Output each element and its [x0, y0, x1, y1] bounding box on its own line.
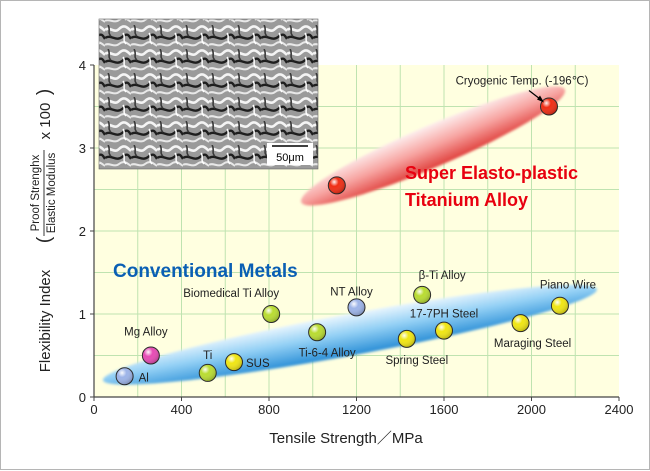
data-point-shine	[142, 347, 160, 364]
data-point-shine	[308, 323, 326, 341]
group-labels: Conventional Metals Super Elasto-plastic T…	[113, 163, 578, 282]
data-point-shine	[551, 297, 569, 315]
y-axis-title-denominator: Elastic Modulus	[46, 152, 58, 233]
point-label: SUS	[246, 358, 270, 370]
y-tick-label: 1	[79, 307, 86, 322]
data-point-shine	[328, 176, 346, 194]
point-label: Al	[139, 372, 149, 384]
y-axis-title-numerator: Proof Strenghx	[30, 154, 42, 231]
x-tick-label: 800	[258, 402, 280, 417]
group-label-super-elasto-plastic: Titanium Alloy	[405, 190, 528, 210]
scale-bar-label: 50μm	[276, 152, 304, 164]
cryogenic-arrowhead	[537, 95, 544, 103]
y-axis-title-close-paren: )	[34, 89, 55, 95]
microstructure-inset: 50μm	[98, 18, 319, 170]
point-label: NT Alloy	[330, 286, 373, 298]
x-tick-label: 1200	[342, 402, 371, 417]
data-point-shine	[540, 98, 558, 115]
data-point-shine	[225, 353, 243, 371]
x-tick-label: 400	[171, 402, 193, 417]
data-point-shine	[512, 314, 530, 332]
x-axis-title: Tensile Strength／MPa	[269, 430, 423, 447]
y-tick-label: 2	[79, 224, 86, 239]
x-tick-label: 0	[90, 402, 97, 417]
point-label: Piano Wire	[540, 280, 596, 292]
y-axis-title-suffix: x 100	[37, 103, 54, 140]
y-axis-title: Flexibility Index ( Proof Strenghx Elast…	[30, 89, 58, 372]
point-label: Ti-6-4 Alloy	[299, 347, 356, 359]
point-label: Cryogenic Temp. (-196℃)	[456, 76, 589, 88]
scale-bar-box	[267, 143, 313, 165]
y-tick-label: 4	[79, 58, 86, 73]
data-point-shine	[435, 322, 453, 340]
data-point-shine	[413, 286, 431, 304]
point-labels: Al Mg Alloy Ti SUS Biomedical Ti Alloy Ti-6-4…	[124, 76, 596, 385]
data-point-shine	[116, 367, 134, 385]
data-point-shine	[199, 364, 217, 382]
point-label: Mg Alloy	[124, 327, 168, 339]
point-label: Spring Steel	[385, 355, 448, 367]
group-label-conventional-metals: Conventional Metals	[113, 261, 298, 282]
point-label: Ti	[203, 350, 212, 362]
x-tick-label: 2400	[605, 402, 634, 417]
y-tick-label: 0	[79, 390, 86, 405]
data-point-shine	[262, 305, 280, 323]
data-point-shine	[398, 330, 416, 348]
y-axis-title-open-paren: (	[34, 236, 55, 243]
x-tick-label: 1600	[430, 402, 459, 417]
y-tick-label: 3	[79, 141, 86, 156]
point-label: β-Ti Alloy	[419, 270, 466, 282]
group-label-super-elasto-plastic: Super Elasto-plastic	[405, 163, 578, 183]
x-tick-label: 2000	[517, 402, 546, 417]
data-point-shine	[348, 298, 365, 316]
point-label: Maraging Steel	[494, 338, 571, 350]
group-ellipse	[301, 86, 566, 206]
data-points	[115, 97, 569, 386]
point-label: 17-7PH Steel	[410, 309, 478, 321]
axes: 0 400 800 1200 1600 2000 2400 0 1 2 3 4	[79, 58, 634, 417]
point-label: Biomedical Ti Alloy	[183, 288, 279, 300]
y-axis-title-prefix: Flexibility Index	[37, 269, 54, 372]
